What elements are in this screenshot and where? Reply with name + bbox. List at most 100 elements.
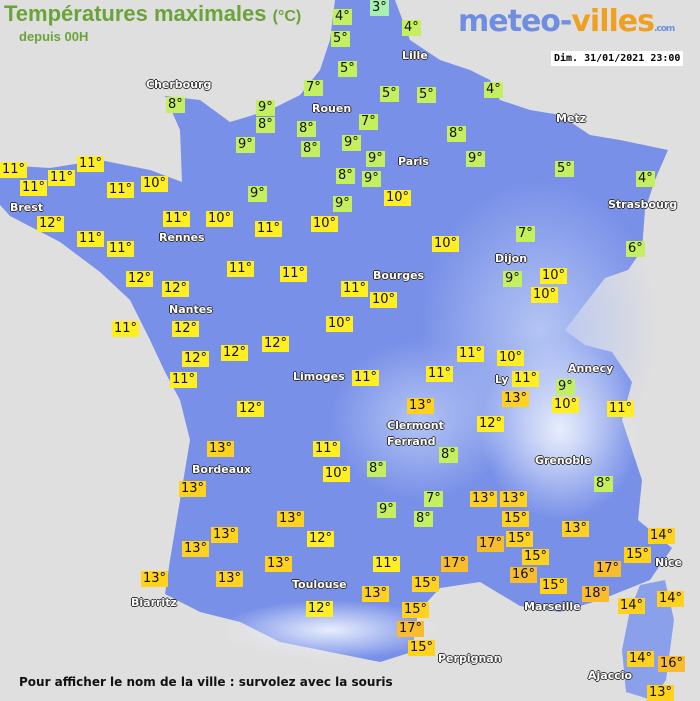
temperature-marker[interactable]: 8° (166, 97, 185, 113)
temperature-marker[interactable]: 5° (331, 31, 350, 47)
temperature-marker[interactable]: 8° (594, 476, 613, 492)
temperature-marker[interactable]: 9° (256, 100, 275, 116)
temperature-marker[interactable]: 13° (182, 541, 210, 557)
temperature-marker[interactable]: 11° (77, 156, 105, 172)
temperature-marker[interactable]: 7° (304, 80, 323, 96)
temperature-marker[interactable]: 12° (221, 345, 249, 361)
temperature-marker[interactable]: 11° (341, 281, 369, 297)
temperature-marker[interactable]: 12° (126, 271, 154, 287)
temperature-marker[interactable]: 7° (359, 114, 378, 130)
temperature-marker[interactable]: 15° (412, 576, 440, 592)
temperature-marker[interactable]: 15° (506, 531, 534, 547)
temperature-marker[interactable]: 17° (441, 556, 469, 572)
temperature-marker[interactable]: 9° (377, 502, 396, 518)
temperature-marker[interactable]: 11° (77, 231, 105, 247)
temperature-marker[interactable]: 6° (626, 241, 645, 257)
temperature-marker[interactable]: 11° (607, 401, 635, 417)
temperature-marker[interactable]: 15° (502, 511, 530, 527)
temperature-marker[interactable]: 14° (618, 598, 646, 614)
temperature-marker[interactable]: 9° (556, 379, 575, 395)
temperature-marker[interactable]: 5° (380, 86, 399, 102)
temperature-marker[interactable]: 10° (540, 268, 568, 284)
temperature-marker[interactable]: 11° (352, 370, 380, 386)
temperature-marker[interactable]: 4° (636, 171, 655, 187)
temperature-marker[interactable]: 11° (373, 556, 401, 572)
temperature-marker[interactable]: 7° (516, 226, 535, 242)
temperature-marker[interactable]: 12° (477, 416, 505, 432)
temperature-marker[interactable]: 10° (432, 236, 460, 252)
temperature-marker[interactable]: 10° (311, 216, 339, 232)
temperature-marker[interactable]: 11° (48, 170, 76, 186)
temperature-marker[interactable]: 11° (512, 371, 540, 387)
temperature-marker[interactable]: 13° (470, 491, 498, 507)
temperature-marker[interactable]: 14° (657, 591, 685, 607)
temperature-marker[interactable]: 9° (366, 151, 385, 167)
temperature-marker[interactable]: 13° (207, 441, 235, 457)
temperature-marker[interactable]: 8° (447, 126, 466, 142)
temperature-marker[interactable]: 13° (407, 398, 435, 414)
temperature-marker[interactable]: 14° (648, 528, 676, 544)
temperature-marker[interactable]: 12° (182, 351, 210, 367)
temperature-marker[interactable]: 9° (503, 271, 522, 287)
temperature-marker[interactable]: 10° (326, 316, 354, 332)
temperature-marker[interactable]: 13° (500, 491, 528, 507)
temperature-marker[interactable]: 16° (510, 567, 538, 583)
temperature-marker[interactable]: 12° (306, 601, 334, 617)
temperature-marker[interactable]: 4° (333, 9, 352, 25)
temperature-marker[interactable]: 11° (227, 261, 255, 277)
temperature-marker[interactable]: 7° (424, 491, 443, 507)
temperature-marker[interactable]: 9° (236, 137, 255, 153)
temperature-marker[interactable]: 8° (301, 141, 320, 157)
temperature-marker[interactable]: 10° (323, 466, 351, 482)
temperature-marker[interactable]: 11° (163, 211, 191, 227)
temperature-marker[interactable]: 17° (594, 561, 622, 577)
temperature-marker[interactable]: 4° (484, 82, 503, 98)
temperature-marker[interactable]: 4° (402, 20, 421, 36)
temperature-marker[interactable]: 9° (248, 186, 267, 202)
temperature-marker[interactable]: 8° (439, 447, 458, 463)
temperature-marker[interactable]: 10° (497, 350, 525, 366)
temperature-marker[interactable]: 15° (624, 547, 652, 563)
temperature-marker[interactable]: 10° (384, 190, 412, 206)
site-logo[interactable]: meteo-villes.com (458, 4, 675, 39)
temperature-marker[interactable]: 13° (141, 571, 169, 587)
temperature-marker[interactable]: 11° (112, 321, 140, 337)
temperature-marker[interactable]: 9° (466, 151, 485, 167)
temperature-marker[interactable]: 11° (457, 346, 485, 362)
temperature-marker[interactable]: 12° (262, 336, 290, 352)
temperature-marker[interactable]: 15° (540, 578, 568, 594)
temperature-marker[interactable]: 10° (531, 287, 559, 303)
temperature-marker[interactable]: 8° (256, 117, 275, 133)
temperature-marker[interactable]: 11° (107, 241, 135, 257)
temperature-marker[interactable]: 13° (362, 586, 390, 602)
temperature-marker[interactable]: 15° (402, 602, 430, 618)
temperature-marker[interactable]: 5° (338, 61, 357, 77)
temperature-marker[interactable]: 8° (336, 168, 355, 184)
temperature-marker[interactable]: 11° (280, 266, 308, 282)
temperature-marker[interactable]: 3° (370, 0, 389, 16)
temperature-marker[interactable]: 10° (552, 397, 580, 413)
temperature-marker[interactable]: 13° (179, 481, 207, 497)
temperature-marker[interactable]: 9° (333, 196, 352, 212)
temperature-marker[interactable]: 13° (502, 391, 530, 407)
temperature-marker[interactable]: 13° (265, 556, 293, 572)
temperature-marker[interactable]: 8° (367, 461, 386, 477)
temperature-marker[interactable]: 15° (522, 549, 550, 565)
temperature-marker[interactable]: 12° (237, 401, 265, 417)
temperature-marker[interactable]: 11° (170, 372, 198, 388)
temperature-marker[interactable]: 15° (408, 640, 436, 656)
temperature-marker[interactable]: 11° (107, 182, 135, 198)
temperature-marker[interactable]: 17° (397, 621, 425, 637)
temperature-marker[interactable]: 17° (477, 536, 505, 552)
temperature-marker[interactable]: 12° (37, 216, 65, 232)
temperature-marker[interactable]: 9° (362, 171, 381, 187)
temperature-marker[interactable]: 11° (255, 221, 283, 237)
temperature-marker[interactable]: 12° (172, 321, 200, 337)
temperature-marker[interactable]: 5° (555, 161, 574, 177)
temperature-marker[interactable]: 13° (216, 571, 244, 587)
temperature-marker[interactable]: 16° (658, 656, 686, 672)
temperature-marker[interactable]: 8° (414, 511, 433, 527)
temperature-marker[interactable]: 14° (627, 651, 655, 667)
temperature-marker[interactable]: 11° (0, 162, 28, 178)
temperature-marker[interactable]: 10° (206, 211, 234, 227)
